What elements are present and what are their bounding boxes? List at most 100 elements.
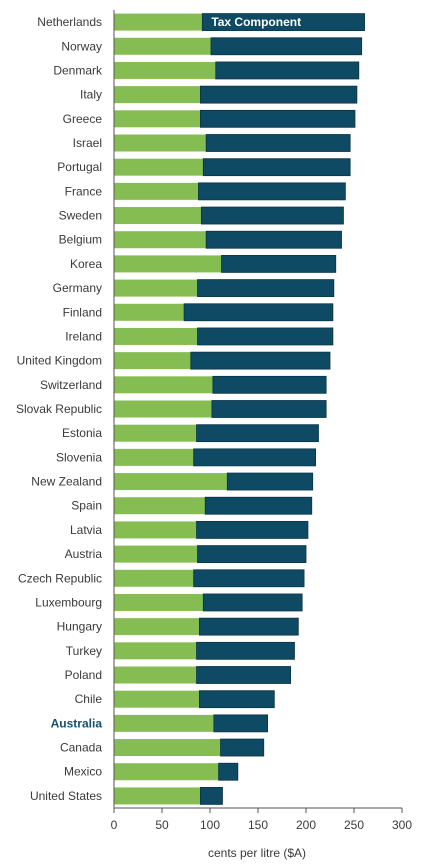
category-label: Austria	[65, 547, 103, 561]
x-tick-label: 150	[248, 818, 268, 832]
bar-tax-segment	[197, 545, 307, 563]
category-label: Hungary	[57, 620, 102, 634]
bar-tax-segment	[199, 690, 275, 709]
bar-tax-segment	[198, 182, 346, 201]
bar-base-segment	[114, 763, 219, 781]
category-label: Belgium	[59, 233, 102, 247]
bar-tax-segment	[199, 85, 358, 104]
bar-base-segment	[114, 787, 201, 805]
category-label: Denmark	[53, 63, 103, 77]
bar-base-segment	[114, 739, 221, 757]
category-label: Italy	[80, 88, 102, 102]
bar-base-segment	[114, 497, 206, 515]
category-label: Switzerland	[40, 378, 102, 392]
bar-tax-segment	[205, 134, 351, 152]
x-tick-label: 0	[111, 818, 118, 832]
bar-tax-segment	[210, 37, 363, 56]
bar-base-segment	[114, 110, 201, 128]
category-label: Australia	[51, 716, 103, 730]
category-label: France	[65, 184, 103, 198]
bar-tax-segment	[183, 303, 334, 322]
bar-base-segment	[114, 618, 200, 636]
bar-base-segment	[114, 255, 222, 273]
bar-base-segment	[114, 448, 194, 466]
bar-tax-segment	[201, 13, 365, 31]
bar-base-segment	[114, 37, 211, 55]
bar-tax-segment	[213, 714, 268, 733]
x-tick-label: 200	[296, 818, 316, 832]
x-tick-label: 50	[155, 818, 169, 832]
bar-base-segment	[114, 473, 228, 491]
bars: Tax Component	[114, 13, 365, 805]
bar-base-segment	[114, 13, 203, 31]
bar-base-segment	[114, 231, 207, 249]
bar-base-segment	[114, 714, 214, 732]
bar-tax-segment	[190, 351, 331, 370]
x-tick-label: 250	[344, 818, 364, 832]
bar-tax-segment	[202, 593, 303, 612]
category-label: Netherlands	[37, 15, 102, 29]
category-label: Luxembourg	[35, 595, 102, 609]
bar-base-segment	[114, 86, 201, 104]
bar-tax-segment	[218, 762, 239, 781]
bar-tax-segment	[226, 472, 314, 491]
x-axis-label: cents per litre ($A)	[208, 846, 306, 860]
category-label: Estonia	[62, 426, 102, 440]
bar-tax-segment	[221, 255, 337, 273]
bar-tax-segment	[197, 327, 334, 346]
category-label: United Kingdom	[17, 354, 102, 368]
category-label: Chile	[75, 692, 103, 706]
bar-base-segment	[114, 593, 204, 611]
bar-base-segment	[114, 352, 191, 370]
bar-tax-segment	[199, 617, 299, 636]
category-label: Sweden	[59, 209, 102, 223]
bar-base-segment	[114, 376, 213, 394]
bar-tax-segment	[199, 787, 223, 805]
bar-tax-segment	[193, 448, 316, 467]
bar-base-segment	[114, 61, 216, 79]
category-label: Germany	[53, 281, 102, 295]
bar-base-segment	[114, 690, 200, 708]
category-label: Portugal	[57, 160, 102, 174]
bar-base-segment	[114, 521, 197, 539]
bar-base-segment	[114, 569, 194, 587]
bar-base-segment	[114, 545, 198, 563]
category-label: New Zealand	[31, 475, 102, 489]
bar-tax-segment	[212, 375, 327, 394]
category-labels: Netherlands Norway Denmark Italy Greece Israe…	[16, 15, 103, 803]
bar-base-segment	[114, 666, 197, 684]
bar-base-segment	[114, 327, 198, 345]
bar-tax-segment	[205, 230, 342, 249]
category-label: Israel	[73, 136, 102, 150]
bar-tax-segment	[197, 279, 335, 297]
bar-base-segment	[114, 182, 199, 200]
bar-base-segment	[114, 303, 185, 321]
category-label: Finland	[63, 305, 102, 319]
category-label: Norway	[61, 39, 102, 53]
bar-tax-segment	[196, 641, 295, 660]
bar-base-segment	[114, 134, 207, 152]
category-label: Latvia	[70, 523, 102, 537]
bar-base-segment	[114, 424, 197, 442]
category-label: Spain	[71, 499, 102, 513]
category-label: Ireland	[65, 329, 102, 343]
bar-base-segment	[114, 642, 197, 660]
x-tick-labels: 0 50 100 150 200 250 300	[111, 818, 413, 832]
x-tick-label: 300	[392, 818, 412, 832]
category-label: Poland	[65, 668, 102, 682]
category-label: United States	[30, 789, 102, 803]
bar-tax-segment	[196, 666, 292, 684]
series-label-tax: Tax Component	[211, 15, 301, 29]
bar-tax-segment	[196, 521, 309, 539]
category-label: Turkey	[66, 644, 102, 658]
bar-base-segment	[114, 207, 202, 225]
bar-tax-segment	[199, 109, 356, 128]
category-label: Korea	[70, 257, 102, 271]
bar-tax-segment	[211, 400, 327, 418]
bar-tax-segment	[204, 496, 313, 515]
x-tick-label: 100	[200, 818, 220, 832]
bar-tax-segment	[215, 61, 360, 80]
bar-tax-segment	[202, 158, 351, 177]
category-label: Slovak Republic	[16, 402, 102, 416]
